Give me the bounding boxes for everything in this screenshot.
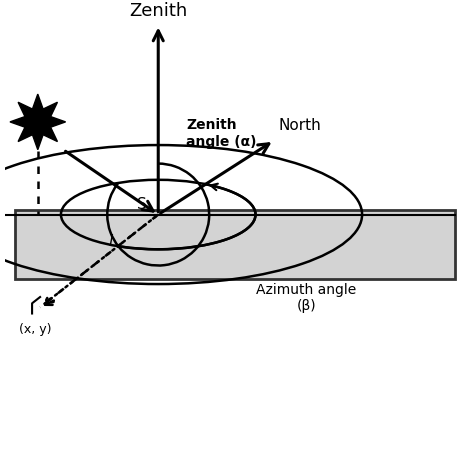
Text: Zenith: Zenith: [129, 2, 187, 20]
Polygon shape: [15, 210, 455, 279]
Text: l: l: [109, 234, 113, 249]
Text: Azimuth angle
(β): Azimuth angle (β): [256, 283, 356, 313]
Circle shape: [26, 110, 49, 134]
Text: S: S: [137, 197, 146, 212]
Text: (x, y): (x, y): [19, 323, 52, 337]
Text: North: North: [279, 118, 321, 134]
Text: Zenith
angle (α): Zenith angle (α): [186, 118, 256, 148]
Polygon shape: [10, 94, 65, 150]
